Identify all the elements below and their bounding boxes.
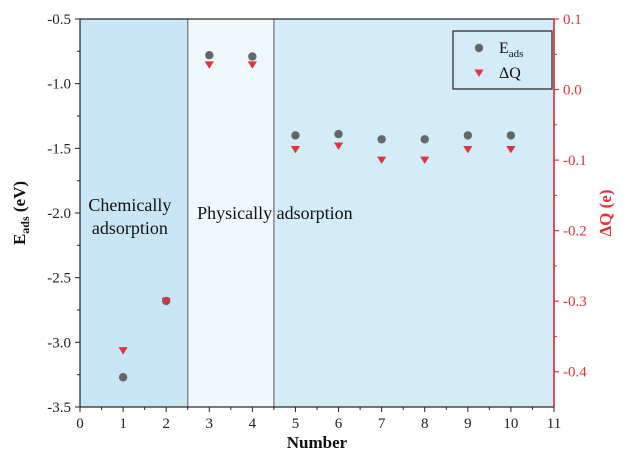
legend: Eads ΔQ [452,30,553,90]
region-label-line: Physically adsorption [197,203,353,223]
y-right-tick-label: 0.0 [563,83,582,99]
y-axis-left-title-sub: ads [18,216,32,234]
y-axis-left: -0.5 -1.0 -1.5 -2.0 -2.5 -3.0 -3.5 [47,12,80,416]
point-e-ads [377,135,386,144]
point-delta-q [377,156,387,165]
region-label-line: Chemically [88,195,171,215]
legend-label: ΔQ [499,65,521,82]
x-tick-label: 8 [421,416,429,432]
point-e-ads [291,131,300,140]
background-regions [80,19,554,407]
y-left-tick-label: -3.5 [47,400,71,416]
y-right-tick-label: -0.4 [563,365,587,381]
x-tick-label: 2 [162,416,170,432]
legend-label: Eads [499,40,523,60]
x-tick-label: 10 [503,416,518,432]
x-axis: 0 1 2 3 4 5 6 7 8 9 10 11 [76,407,561,432]
point-delta-q [204,61,214,69]
region-label-line: adsorption [92,218,168,238]
y-left-tick-label: -2.5 [47,271,71,287]
x-tick-label: 3 [206,416,214,432]
point-delta-q [333,142,344,150]
region-dividers [186,19,275,407]
point-delta-q [420,156,430,165]
y-right-tick-label: -0.3 [563,294,587,310]
point-e-ads [506,131,516,140]
region-2 [187,19,274,407]
point-delta-q [247,61,257,69]
y-right-tick-label: -0.2 [563,224,587,240]
y-left-tick-label: -1.0 [47,77,71,93]
point-e-ads [334,129,343,139]
point-delta-q [463,146,473,154]
point-e-ads [118,373,128,382]
x-axis-title: Number [287,433,348,452]
point-e-ads [205,51,214,60]
legend-marker-delta-q [474,69,484,77]
region-1 [80,19,188,407]
point-e-ads [420,135,429,144]
y-axis-right: 0.1 0.0 -0.1 -0.2 -0.3 -0.4 [554,12,587,381]
data-points [118,51,516,382]
y-axis-right-title: ΔQ (e) [596,190,615,237]
y-left-tick-label: -2.0 [47,206,71,222]
y-left-tick-label: -1.5 [47,141,71,157]
y-axis-left-title: Eads (eV) [10,181,32,245]
region-3 [273,19,554,407]
y-axis-left-title-main: E [10,234,29,245]
legend-marker-eads [474,43,484,53]
x-tick-label: 4 [249,416,257,432]
x-tick-label: 5 [292,416,300,432]
x-tick-label: 0 [76,416,84,432]
y-axis-left-title-unit: (eV) [10,181,29,216]
x-tick-label: 6 [335,416,343,432]
region-labels: Chemically adsorption Physically adsorptio… [88,195,352,238]
y-right-tick-label: -0.1 [563,153,587,169]
x-tick-label: 7 [378,416,386,432]
point-delta-q [290,146,301,154]
x-tick-label: 1 [119,416,127,432]
point-e-ads [248,52,257,61]
y-right-tick-label: 0.1 [563,12,582,28]
y-left-tick-label: -3.0 [47,335,71,351]
point-delta-q [161,297,171,306]
x-tick-label: 9 [464,416,472,432]
point-delta-q [506,146,516,154]
point-delta-q [118,347,128,355]
y-left-tick-label: -0.5 [47,12,71,28]
point-e-ads [463,131,473,140]
x-tick-label: 11 [547,416,561,432]
legend-box [452,30,553,90]
